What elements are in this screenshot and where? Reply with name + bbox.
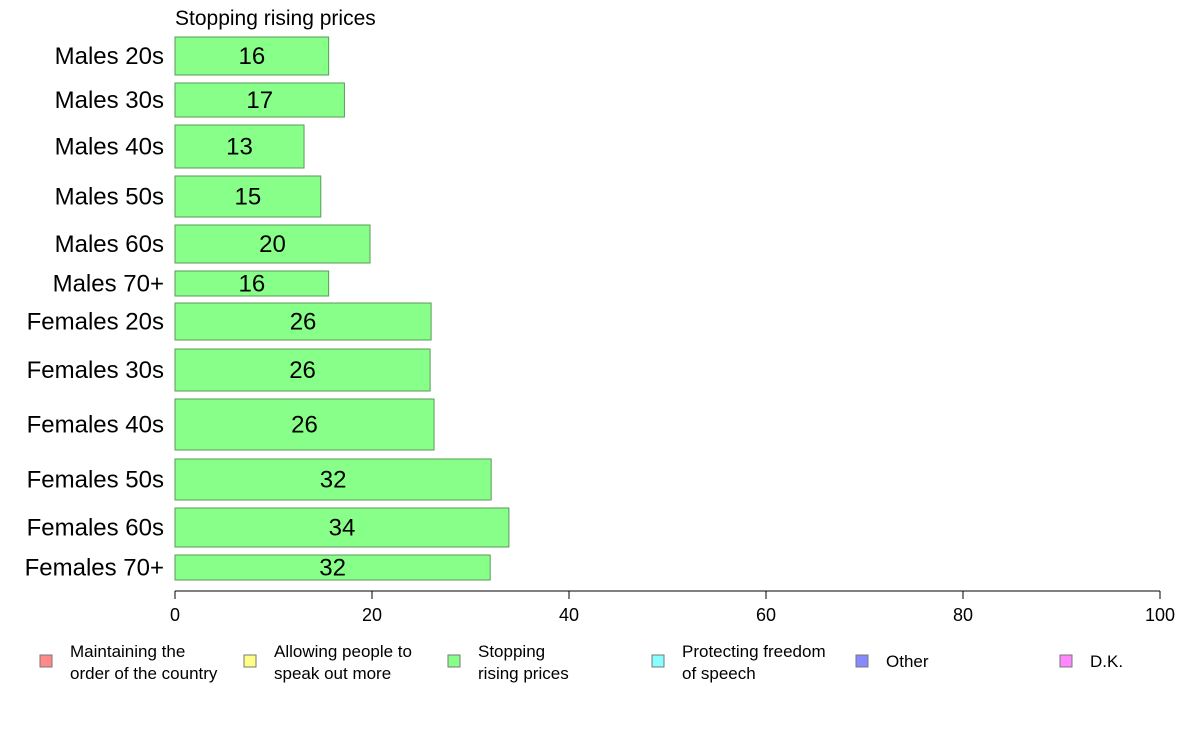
value-label: 16 [238, 43, 265, 70]
value-label: 20 [259, 231, 286, 258]
category-label: Females 30s [27, 357, 164, 384]
legend-label: Allowing people to [274, 642, 412, 661]
bar [174, 348, 431, 392]
legend-label: Other [886, 652, 929, 671]
category-label: Males 40s [55, 134, 164, 161]
legend: Maintaining the order of the country Allow… [39, 642, 1123, 683]
bar [174, 36, 330, 76]
legend-label: of speech [682, 664, 756, 683]
bar [174, 507, 510, 548]
x-tick-label: 20 [362, 605, 382, 625]
x-tick-label: 80 [953, 605, 973, 625]
value-label: 26 [291, 412, 318, 439]
value-label: 16 [238, 271, 265, 298]
value-label: 34 [329, 515, 356, 542]
x-tick-label: 100 [1145, 605, 1175, 625]
legend-label: order of the country [70, 664, 218, 683]
value-label: 32 [320, 467, 347, 494]
category-label: Males 50s [55, 184, 164, 211]
bar [174, 82, 345, 118]
bar [174, 554, 491, 581]
value-label: 26 [289, 357, 316, 384]
bar [174, 224, 371, 264]
x-axis: 0 20 40 60 80 100 [170, 590, 1175, 625]
category-label: Females 70+ [25, 555, 164, 582]
legend-swatch [651, 654, 665, 668]
category-label: Females 20s [27, 309, 164, 336]
value-label: 15 [235, 184, 262, 211]
value-label: 32 [319, 555, 346, 582]
bar [174, 270, 330, 297]
x-tick-label: 40 [559, 605, 579, 625]
legend-label: Maintaining the [70, 642, 185, 661]
category-label: Males 20s [55, 43, 164, 70]
legend-label: speak out more [274, 664, 391, 683]
value-label: 17 [246, 87, 273, 114]
category-label: Males 70+ [53, 271, 164, 298]
bar [174, 458, 492, 501]
bar [174, 398, 435, 451]
value-label: 26 [290, 309, 317, 336]
legend-swatch [243, 654, 257, 668]
legend-swatch [39, 654, 53, 668]
category-label: Males 60s [55, 231, 164, 258]
legend-swatch [1059, 654, 1073, 668]
bar [174, 124, 305, 169]
legend-label: rising prices [478, 664, 569, 683]
category-label: Females 50s [27, 467, 164, 494]
legend-swatch [447, 654, 461, 668]
x-tick-label: 60 [756, 605, 776, 625]
chart-title: Stopping rising prices [175, 7, 376, 30]
category-label: Males 30s [55, 87, 164, 114]
category-label: Females 40s [27, 412, 164, 439]
legend-label: Protecting freedom [682, 642, 826, 661]
bar [174, 175, 322, 218]
legend-swatch [855, 654, 869, 668]
category-label: Females 60s [27, 515, 164, 542]
value-label: 13 [226, 134, 253, 161]
bars-group: Males 20s 16 Males 30s 17 Males 40s 13 Males 5… [25, 36, 510, 582]
bar [174, 302, 432, 341]
legend-label: Stopping [478, 642, 545, 661]
legend-label: D.K. [1090, 652, 1123, 671]
x-tick-label: 0 [170, 605, 180, 625]
